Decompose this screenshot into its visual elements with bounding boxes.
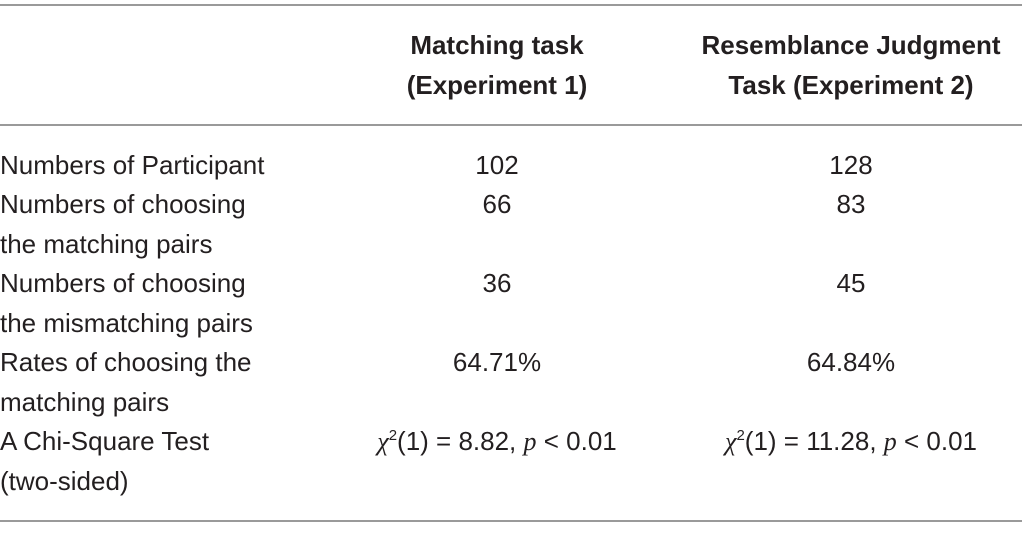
chi-symbol: χ — [724, 427, 737, 456]
header-rule — [0, 124, 1022, 126]
stat-args: (1) = 11.28, — [744, 426, 884, 456]
cell: 45 — [836, 268, 866, 298]
row-label: Numbers of choosing — [0, 268, 246, 298]
cell: χ2(1) = 8.82, p < 0.01 — [377, 421, 617, 461]
row-label: the matching pairs — [0, 229, 213, 259]
p-symbol: p — [883, 427, 897, 456]
superscript: 2 — [736, 427, 745, 444]
bottom-rule — [0, 520, 1022, 522]
cell: 83 — [836, 189, 866, 219]
p-symbol: p — [523, 427, 537, 456]
row-label: matching pairs — [0, 387, 170, 417]
column-header: Resemblance Judgment — [701, 30, 1001, 60]
row-label: A Chi-Square Test — [0, 426, 210, 456]
chi-symbol: χ — [377, 427, 389, 456]
comparison: < 0.01 — [536, 426, 617, 456]
cell: 66 — [482, 189, 512, 219]
row-label: Numbers of Participant — [0, 150, 265, 180]
top-rule — [0, 4, 1022, 6]
row-label: the mismatching pairs — [0, 308, 253, 338]
row-label: Numbers of choosing — [0, 189, 246, 219]
stat-args: (1) = 8.82, — [397, 426, 524, 456]
comparison: < 0.01 — [896, 426, 978, 456]
column-header: Task (Experiment 2) — [728, 70, 974, 100]
row-label: Rates of choosing the — [0, 347, 252, 377]
cell: 64.84% — [806, 347, 896, 377]
cell: 102 — [475, 150, 519, 180]
row-label: (two-sided) — [0, 466, 129, 496]
cell: 128 — [829, 150, 873, 180]
cell: 36 — [482, 268, 512, 298]
superscript: 2 — [388, 427, 398, 444]
cell: χ2(1) = 11.28, p < 0.01 — [725, 421, 977, 461]
column-header: Matching task — [410, 30, 584, 60]
cell: 64.71% — [452, 347, 542, 377]
column-header: (Experiment 1) — [406, 70, 588, 100]
